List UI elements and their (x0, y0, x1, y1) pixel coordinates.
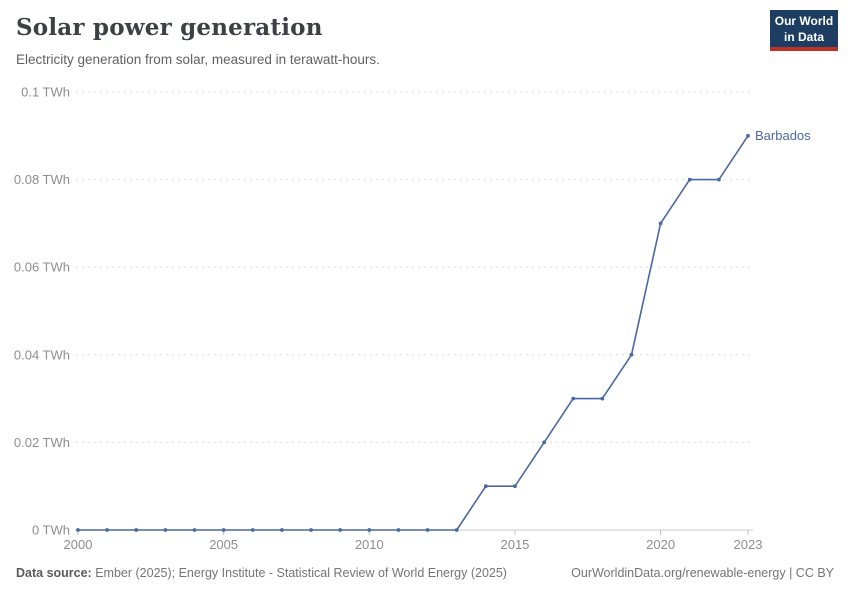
data-point[interactable] (687, 177, 692, 182)
data-point[interactable] (513, 484, 517, 489)
x-tick-label: 2020 (646, 537, 675, 552)
data-point[interactable] (309, 528, 313, 532)
x-tick-label: 2010 (355, 537, 384, 552)
owid-link[interactable]: OurWorldinData.org/renewable-energy | CC… (571, 566, 834, 580)
x-tick-label: 2023 (734, 537, 763, 552)
data-point[interactable] (425, 528, 430, 532)
data-point[interactable] (221, 528, 226, 532)
data-point[interactable] (396, 528, 401, 532)
owid-logo[interactable]: Our World in Data (770, 10, 838, 51)
chart-footer: Data source: Ember (2025); Energy Instit… (16, 566, 834, 580)
page-title: Solar power generation (16, 14, 323, 41)
data-point[interactable] (367, 528, 372, 532)
y-tick-label: 0.02 TWh (14, 435, 70, 450)
x-tick-label: 2005 (209, 537, 238, 552)
series-end-label[interactable]: Barbados (755, 128, 811, 143)
y-tick-label: 0.1 TWh (21, 85, 70, 100)
data-point[interactable] (716, 177, 721, 182)
data-point[interactable] (454, 528, 459, 532)
data-point[interactable] (600, 396, 605, 401)
data-point[interactable] (571, 396, 576, 401)
data-point[interactable] (338, 528, 343, 532)
data-point[interactable] (483, 484, 488, 489)
owid-logo-line2: in Data (783, 30, 824, 45)
chart-subtitle: Electricity generation from solar, measu… (16, 52, 380, 67)
data-point[interactable] (105, 528, 110, 532)
data-source-label: Data source: (16, 566, 92, 580)
data-point[interactable] (163, 528, 168, 532)
series-line-barbados[interactable] (78, 135, 749, 531)
y-tick-label: 0.04 TWh (14, 347, 70, 362)
data-point[interactable] (250, 528, 255, 532)
data-point[interactable] (192, 528, 197, 532)
data-point[interactable] (76, 528, 80, 532)
data-point[interactable] (746, 133, 750, 138)
y-tick-label: 0 TWh (32, 523, 70, 538)
data-source-text: Ember (2025); Energy Institute - Statist… (91, 566, 507, 580)
y-tick-label: 0.08 TWh (14, 172, 70, 187)
x-tick-label: 2000 (64, 537, 93, 552)
y-tick-label: 0.06 TWh (14, 260, 70, 275)
data-point[interactable] (134, 528, 139, 532)
data-source-note: Data source: Ember (2025); Energy Instit… (16, 566, 507, 580)
x-tick-label: 2015 (500, 537, 529, 552)
data-point[interactable] (542, 440, 546, 445)
chart-canvas[interactable]: 0 TWh 0.02 TWh 0.04 TWh 0.06 TWh 0.08 TWh 0.1… (0, 80, 850, 558)
data-point[interactable] (280, 528, 284, 532)
data-point[interactable] (658, 221, 663, 226)
owid-logo-line1: Our World (774, 14, 834, 28)
data-point[interactable] (629, 352, 634, 357)
